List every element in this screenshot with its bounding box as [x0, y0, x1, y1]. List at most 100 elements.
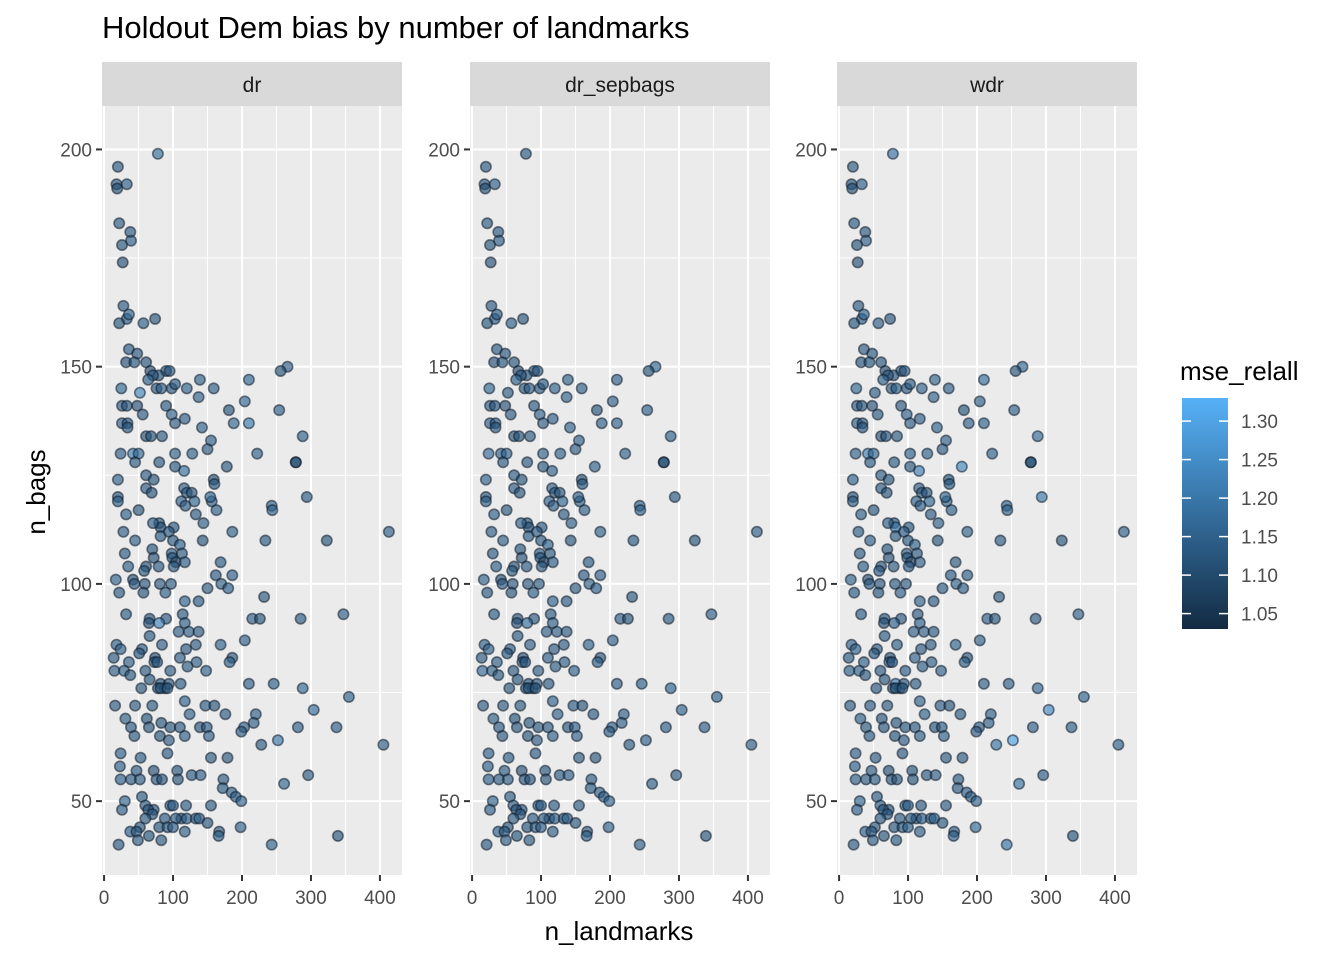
data-point: [590, 582, 603, 595]
data-point: [886, 147, 899, 160]
data-point: [490, 308, 503, 321]
data-point: [137, 586, 150, 599]
data-point: [208, 699, 221, 712]
data-point: [1031, 682, 1044, 695]
data-point: [589, 751, 602, 764]
data-point: [610, 417, 623, 430]
data-point: [119, 712, 132, 725]
data-point: [572, 490, 585, 503]
data-point: [537, 417, 550, 430]
data-point: [523, 638, 536, 651]
data-point: [521, 456, 534, 469]
data-point: [504, 408, 517, 421]
data-point: [196, 534, 209, 547]
data-point: [958, 656, 971, 669]
data-point: [634, 504, 647, 517]
data-point: [662, 612, 675, 625]
data-point: [606, 634, 619, 647]
data-point: [904, 417, 917, 430]
data-point: [258, 590, 271, 603]
data-point: [848, 317, 861, 330]
data-point: [551, 708, 564, 721]
data-point: [481, 217, 494, 230]
data-point: [111, 495, 124, 508]
data-point: [178, 825, 191, 838]
data-point: [594, 569, 607, 582]
data-point: [173, 721, 186, 734]
data-point: [970, 795, 983, 808]
y-tick-label: 100: [428, 575, 460, 596]
data-point: [603, 795, 616, 808]
data-point: [890, 834, 903, 847]
data-point: [849, 747, 862, 760]
data-point: [514, 699, 527, 712]
data-point: [954, 708, 967, 721]
data-point: [588, 460, 601, 473]
data-point: [935, 664, 948, 677]
data-point: [857, 560, 870, 573]
data-point: [603, 725, 616, 738]
data-point: [531, 364, 544, 377]
data-point: [503, 682, 516, 695]
data-point: [1026, 721, 1039, 734]
data-point: [1117, 525, 1130, 538]
data-point: [289, 456, 302, 469]
data-point: [496, 729, 509, 742]
data-point: [575, 382, 588, 395]
legend-colorbar: [1182, 398, 1228, 629]
data-point: [122, 308, 135, 321]
facet-panels: dr 0 100 200 300 400 50 100 150 200 dr_sepbags 0 100…: [60, 62, 1137, 909]
data-point: [565, 517, 578, 530]
data-point: [887, 560, 900, 573]
data-point: [113, 317, 126, 330]
data-point: [114, 773, 127, 786]
data-point: [868, 647, 881, 660]
data-point: [223, 656, 236, 669]
data-point: [499, 399, 512, 412]
data-point: [501, 386, 514, 399]
data-point: [109, 573, 122, 586]
data-point: [947, 829, 960, 842]
data-point: [523, 773, 536, 786]
data-point: [606, 395, 619, 408]
data-point: [117, 299, 130, 312]
data-point: [527, 586, 540, 599]
data-point: [890, 430, 903, 443]
data-point: [521, 616, 534, 629]
data-point: [664, 682, 677, 695]
data-point: [547, 499, 560, 512]
data-point: [496, 356, 509, 369]
data-point: [197, 517, 210, 530]
data-point: [302, 769, 315, 782]
data-point: [160, 399, 173, 412]
data-point: [528, 399, 541, 412]
data-point: [490, 560, 503, 573]
data-point: [846, 473, 859, 486]
data-point: [169, 378, 182, 391]
data-point: [278, 777, 291, 790]
x-tick-label: 200: [594, 888, 626, 909]
data-point: [139, 812, 152, 825]
data-point: [1055, 534, 1068, 547]
data-point: [949, 556, 962, 569]
data-point: [515, 551, 528, 564]
data-point: [222, 404, 235, 417]
data-point: [180, 643, 193, 656]
data-point: [481, 317, 494, 330]
data-point: [659, 721, 672, 734]
data-point: [859, 669, 872, 682]
data-point: [477, 573, 490, 586]
data-point: [546, 556, 559, 569]
data-point: [514, 517, 527, 530]
facet-strip-label: dr_sepbags: [565, 74, 675, 97]
data-point: [569, 582, 582, 595]
data-point: [255, 738, 268, 751]
data-point: [481, 760, 494, 773]
data-point: [847, 838, 860, 851]
data-point: [576, 699, 589, 712]
data-point: [147, 551, 160, 564]
data-point: [511, 673, 524, 686]
data-point: [196, 421, 209, 434]
data-point: [969, 821, 982, 834]
